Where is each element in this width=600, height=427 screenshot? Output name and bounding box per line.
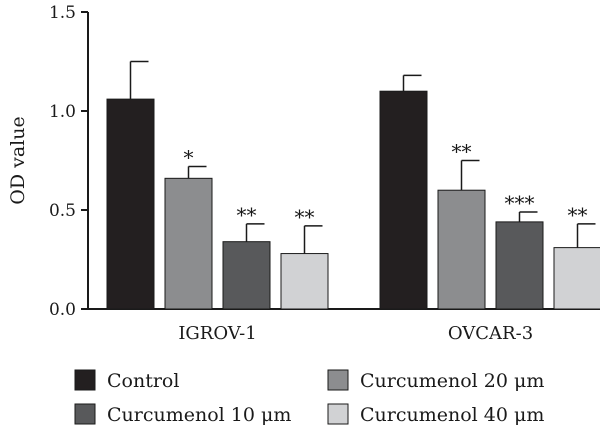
- significance-label: **: [237, 203, 257, 227]
- y-axis-label: OD value: [7, 116, 29, 204]
- bar: [379, 90, 428, 310]
- bar: [495, 221, 544, 310]
- bars: *** ******* **: [106, 60, 600, 310]
- legend-swatch: [327, 403, 349, 425]
- y-tick-label: 0.5: [49, 201, 76, 221]
- x-tick-label: OVCAR-3: [448, 323, 533, 344]
- y-tick-label: 1.5: [49, 3, 76, 23]
- legend-label: Control: [107, 370, 179, 392]
- bar: [164, 177, 213, 310]
- y-tick-label: 1.0: [49, 102, 76, 122]
- x-tick-label: IGROV-1: [178, 323, 256, 344]
- significance-label: **: [452, 140, 472, 164]
- bar: [437, 189, 486, 310]
- bar: [280, 253, 329, 310]
- bar: [106, 98, 155, 310]
- legend-swatch: [74, 403, 96, 425]
- legend-swatch: [327, 369, 349, 391]
- bar: [222, 241, 271, 310]
- legend-label: Curcumenol 10 μm: [107, 404, 291, 426]
- significance-label: **: [568, 203, 588, 227]
- significance-label: **: [295, 205, 315, 229]
- legend-label: Curcumenol 40 μm: [360, 404, 544, 426]
- bar: [553, 247, 600, 310]
- significance-label: ***: [505, 191, 535, 215]
- legend: Control Curcumenol 20 μm Curcumenol 10 μm C…: [74, 369, 544, 426]
- legend-swatch: [74, 369, 96, 391]
- legend-label: Curcumenol 20 μm: [360, 370, 544, 392]
- significance-label: *: [184, 145, 194, 169]
- y-tick-label: 0.0: [49, 300, 76, 320]
